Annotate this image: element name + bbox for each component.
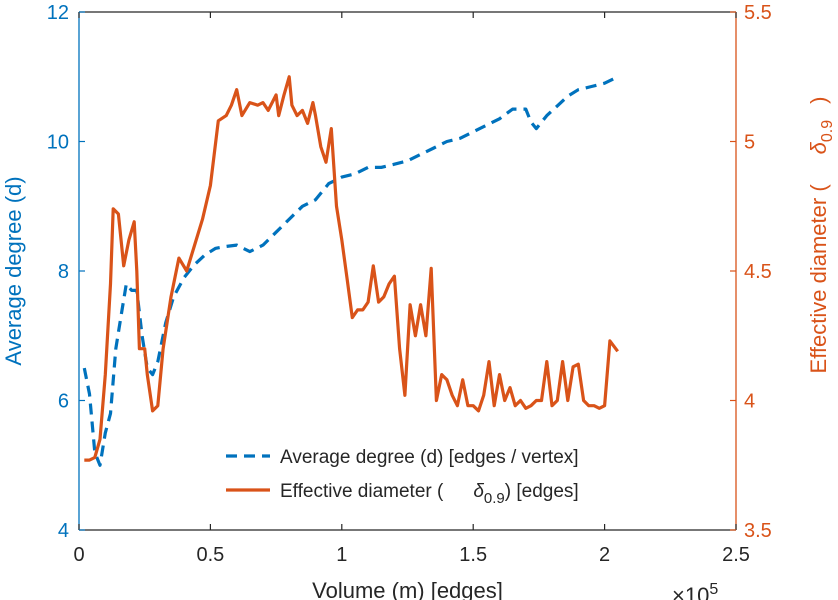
x-axis-exponent: ×105: [672, 581, 718, 600]
x-axis-exponent-base: ×10: [672, 583, 709, 600]
legend-label-prefix: Effective diameter (: [280, 481, 444, 502]
series-line-average-degree: [82, 75, 619, 467]
y-right-axis-title-subscript: 0.9: [819, 120, 836, 142]
y-right-tick-label: 3.5: [744, 520, 772, 542]
x-tick-label: 1: [336, 544, 347, 566]
y-left-tick-label: 10: [47, 132, 69, 154]
legend-label-average-degree: Average degree (d) [edges / vertex]: [280, 447, 579, 468]
x-tick-label: 2.5: [722, 544, 750, 566]
y-right-tick-label: 5: [744, 132, 755, 154]
legend-label-suffix: ) [edges]: [505, 481, 579, 502]
x-tick-label: 0.5: [196, 544, 224, 566]
x-axis-title: Volume (m) [edges]: [312, 578, 503, 600]
y-right-axis-title-close: ): [806, 97, 831, 104]
x-tick-label: 2: [599, 544, 610, 566]
legend-label-symbol: δ: [473, 481, 484, 502]
series-line-effective-diameter: [84, 75, 619, 462]
legend: Average degree (d) [edges / vertex] Effec…: [226, 447, 579, 507]
y-right-tick-label: 5.5: [744, 2, 772, 24]
y-left-tick-label: 12: [47, 2, 69, 24]
y-left-tick-label: 8: [58, 261, 69, 283]
y-left-tick-label: 4: [58, 520, 69, 542]
y-right-tick-label: 4: [744, 391, 755, 413]
y-left-axis-title: Average degree (d): [1, 176, 26, 365]
y-right-axis-title: Effective diameter ( δ0.9): [806, 97, 836, 374]
y-right-axis-title-symbol: δ: [806, 141, 831, 154]
y-right-tick-label: 4.5: [744, 261, 772, 283]
x-tick-label: 1.5: [459, 544, 487, 566]
y-left-tick-label: 6: [58, 391, 69, 413]
y-right-axis-title-text: Effective diameter (: [806, 184, 831, 374]
legend-label-effective-diameter: Effective diameter ( δ0.9) [edges]: [280, 481, 579, 507]
x-axis-exponent-power: 5: [709, 581, 718, 598]
plot-area: [82, 75, 619, 467]
x-tick-label: 0: [73, 544, 84, 566]
legend-label-subscript: 0.9: [484, 490, 505, 507]
